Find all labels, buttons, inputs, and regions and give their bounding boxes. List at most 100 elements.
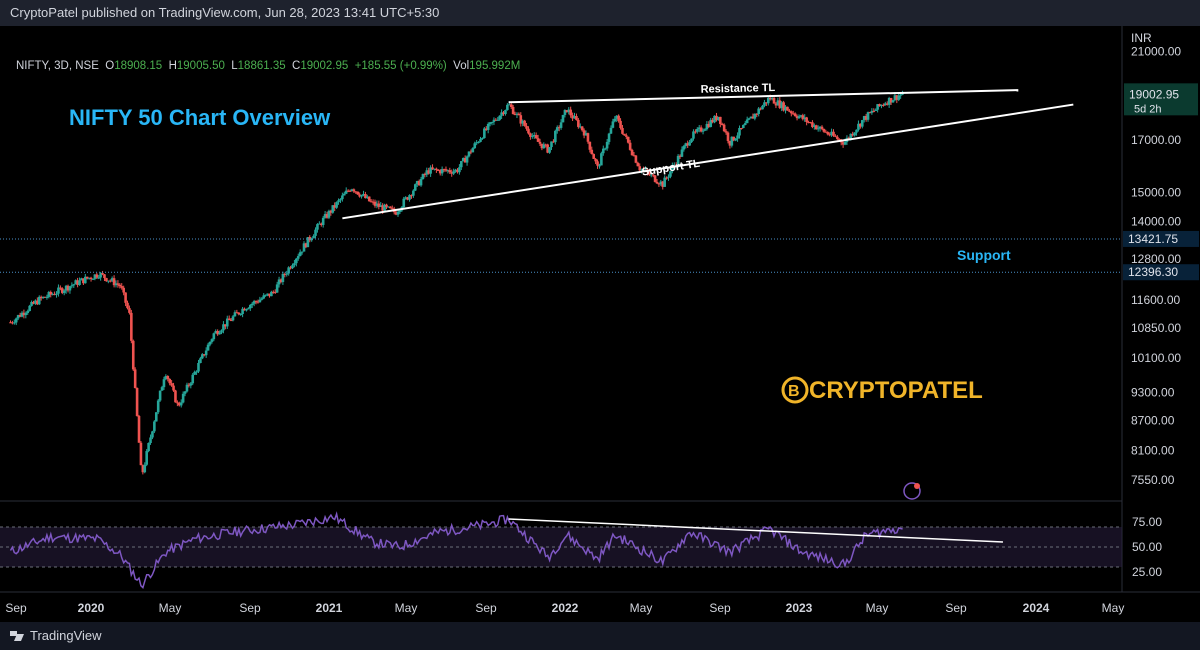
candle-body: [479, 139, 482, 142]
candle-body: [872, 110, 876, 112]
candle-body: [540, 143, 544, 149]
candle-body: [703, 129, 707, 131]
candle-body: [385, 204, 388, 207]
candle-body: [9, 322, 12, 324]
candle-body: [814, 125, 818, 130]
candle-body: [252, 301, 256, 304]
candle-body: [765, 102, 768, 104]
candle-body: [803, 117, 807, 120]
symbol-label[interactable]: NIFTY, 3D, NSE: [16, 60, 99, 72]
candle-body: [176, 402, 179, 404]
candle-body: [145, 451, 148, 465]
open-value: 18908.15: [114, 60, 163, 72]
candle-body: [62, 290, 66, 293]
candle-body: [692, 131, 695, 139]
candle-body: [636, 162, 640, 167]
candle-body: [279, 279, 283, 283]
low-value: 18861.35: [237, 60, 286, 72]
candle-body: [296, 256, 300, 259]
candle-body: [170, 383, 173, 386]
candle-body: [350, 189, 354, 192]
candle-body: [519, 115, 523, 124]
candle-body: [346, 190, 350, 192]
candle-body: [162, 379, 166, 388]
candle-body: [331, 205, 335, 213]
candle-body: [507, 104, 511, 106]
candle-body: [202, 354, 206, 356]
candle-body: [724, 131, 728, 133]
candle-body: [446, 170, 450, 172]
close-label: C: [292, 60, 301, 72]
candle-body: [314, 229, 317, 236]
candle-body: [28, 305, 31, 311]
candle-body: [153, 421, 156, 432]
candle-body: [333, 205, 337, 208]
candle-body: [204, 350, 208, 356]
candle-body: [36, 300, 39, 305]
candle-body: [390, 208, 394, 210]
candle-body: [408, 195, 411, 200]
price-tick-label: 10100.00: [1131, 351, 1181, 365]
candle-body: [663, 177, 666, 187]
candle-body: [899, 94, 902, 96]
candle-body: [669, 171, 672, 177]
candle-body: [24, 313, 28, 316]
candle-body: [241, 308, 244, 314]
close-value: 19002.95: [300, 60, 349, 72]
candle-body: [811, 122, 814, 127]
tradingview-icon: [10, 631, 24, 641]
candle-body: [375, 203, 379, 206]
candle-body: [791, 113, 795, 115]
chart-area[interactable]: Support Resistance TL Support TL NIFTY 50 C…: [0, 26, 1200, 622]
time-tick-label: 2020: [78, 601, 105, 615]
candle-body: [851, 133, 854, 136]
time-tick-label: Sep: [945, 601, 967, 615]
candle-body: [450, 172, 454, 174]
candle-body: [686, 143, 690, 146]
candle-body: [734, 138, 737, 141]
candle-body: [774, 103, 778, 106]
candle-body: [642, 169, 645, 171]
candle-body: [521, 120, 525, 124]
candle-body: [648, 172, 651, 175]
candle-body: [680, 149, 684, 157]
candle-body: [586, 133, 590, 142]
candle-body: [302, 243, 306, 252]
level-price-label: 12396.30: [1128, 265, 1178, 279]
candle-body: [657, 183, 661, 185]
candle-body: [189, 383, 193, 386]
candle-body: [571, 115, 574, 119]
candle-body: [676, 155, 680, 166]
candle-body: [671, 165, 674, 172]
candle-body: [638, 166, 642, 171]
candle-body: [199, 358, 202, 364]
candle-body: [862, 116, 866, 121]
tradingview-logo[interactable]: TradingView: [10, 622, 102, 650]
candle-body: [421, 174, 425, 180]
candle-body: [321, 217, 325, 225]
candle-body: [548, 147, 551, 153]
candle-body: [793, 113, 797, 117]
candle-body: [45, 296, 49, 298]
candle-body: [452, 171, 455, 174]
candle-body: [786, 106, 789, 111]
candle-body: [85, 276, 89, 279]
candle-body: [782, 102, 785, 111]
candle-body: [224, 324, 227, 327]
candle-body: [172, 385, 175, 391]
candle-body: [239, 313, 242, 315]
candle-body: [413, 184, 417, 191]
candle-body: [536, 138, 540, 142]
candle-body: [149, 437, 152, 443]
candle-body: [715, 115, 718, 121]
candle-body: [41, 296, 45, 299]
candle-body: [598, 165, 601, 167]
candle-body: [110, 278, 114, 281]
candle-body: [389, 206, 392, 209]
candle-body: [623, 133, 626, 136]
candle-body: [323, 214, 327, 218]
published-bar: CryptoPatel published on TradingView.com…: [0, 0, 1200, 26]
candle-body: [442, 169, 446, 171]
candle-body: [64, 285, 68, 291]
